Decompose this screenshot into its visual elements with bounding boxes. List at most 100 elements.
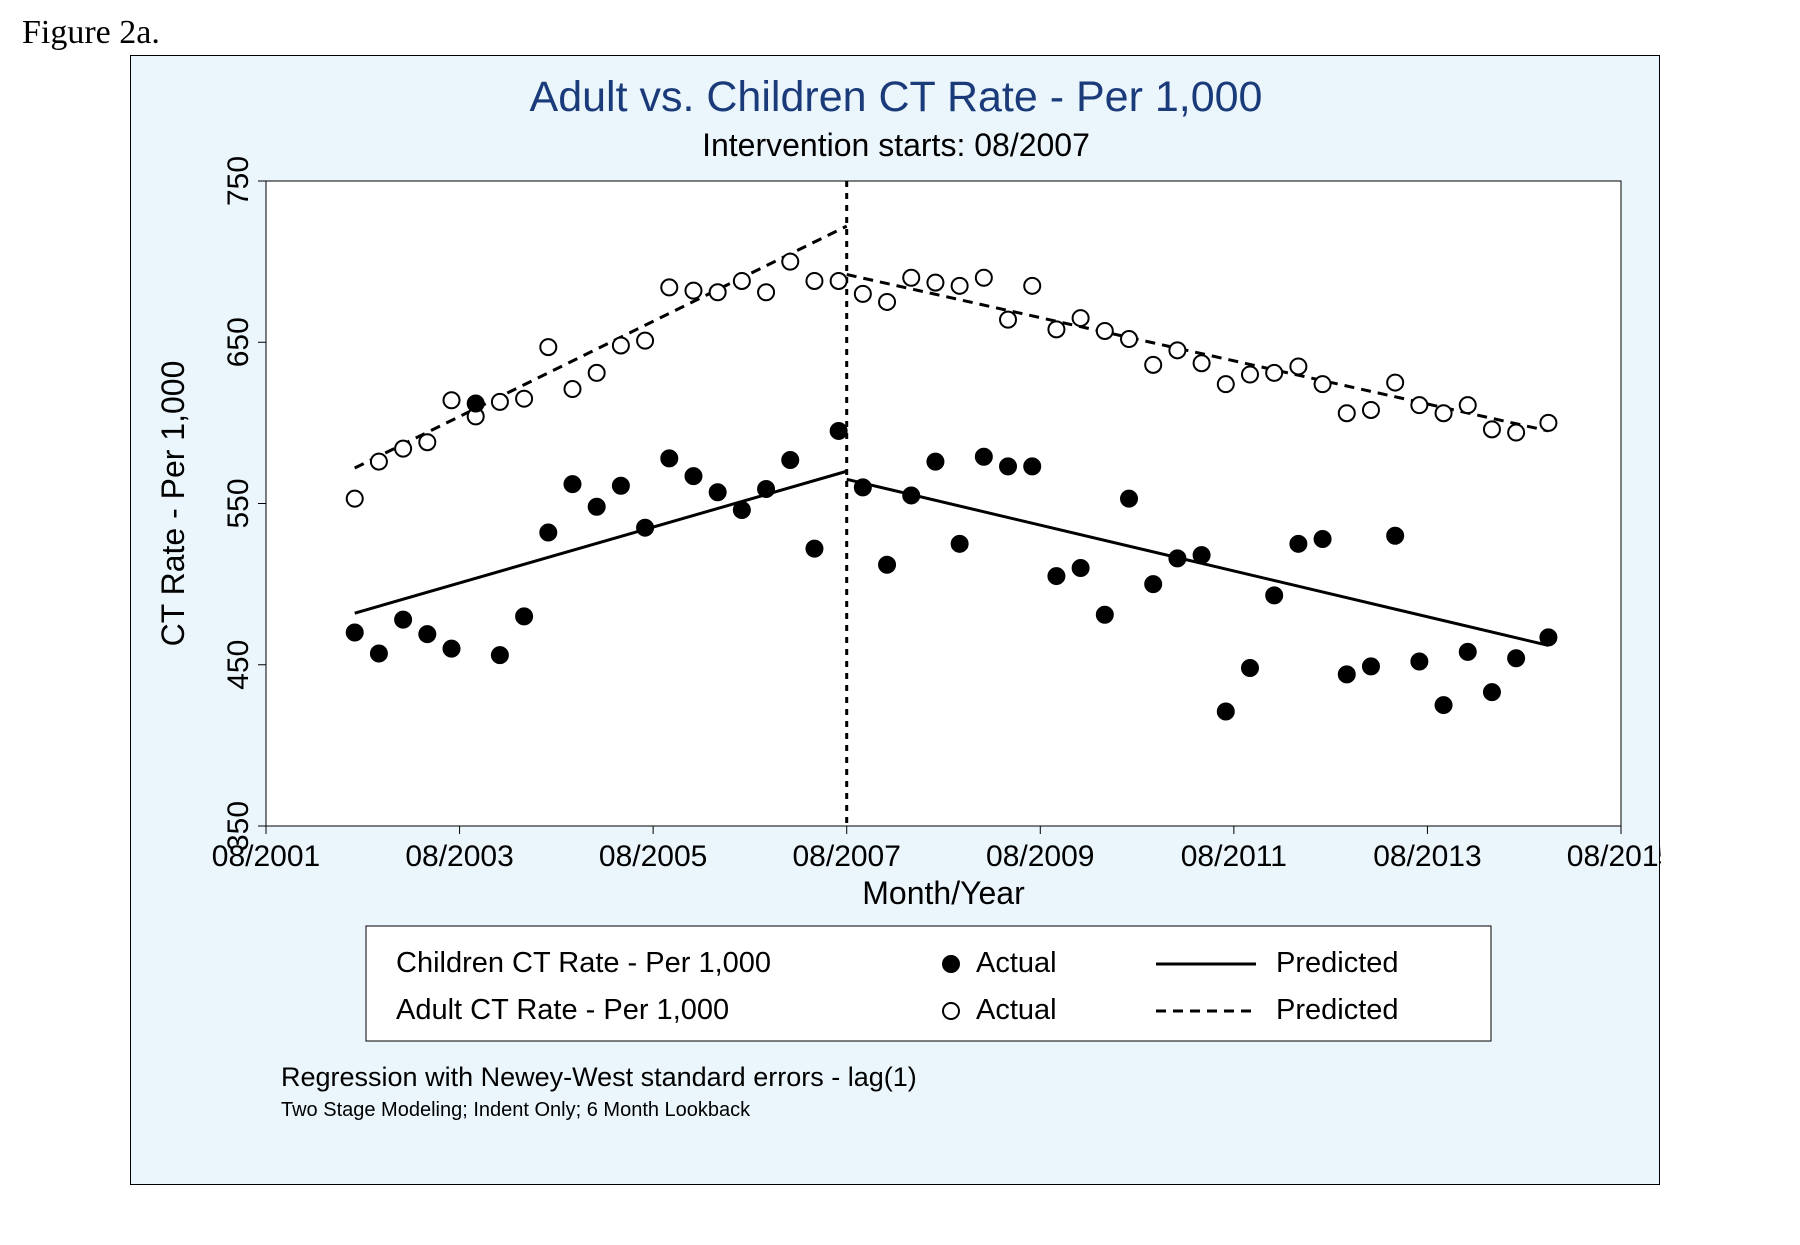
adult-point [758, 284, 774, 300]
adult-point [952, 278, 968, 294]
children-point [806, 541, 822, 557]
adult-point [879, 294, 895, 310]
children-point [637, 520, 653, 536]
children-point [1387, 528, 1403, 544]
y-axis-label: CT Rate - Per 1,000 [155, 361, 191, 647]
adult-point [1121, 331, 1137, 347]
x-tick-label: 08/2015 [1567, 840, 1661, 873]
adult-point [564, 381, 580, 397]
legend-adult-label: Adult CT Rate - Per 1,000 [396, 994, 729, 1026]
children-point [1024, 458, 1040, 474]
children-point [710, 484, 726, 500]
adult-point [1411, 397, 1427, 413]
children-point [347, 625, 363, 641]
children-point [492, 647, 508, 663]
adult-point [1073, 310, 1089, 326]
x-tick-label: 08/2005 [599, 840, 707, 873]
adult-point [1242, 367, 1258, 383]
legend-predicted-label: Predicted [1276, 947, 1399, 979]
adult-point [492, 394, 508, 410]
adult-point [1460, 397, 1476, 413]
adult-point [589, 365, 605, 381]
adult-point [710, 284, 726, 300]
adult-point [1000, 312, 1016, 328]
legend-actual-label-2: Actual [976, 994, 1057, 1026]
children-point [927, 454, 943, 470]
children-point [1363, 658, 1379, 674]
children-point [516, 608, 532, 624]
children-point [1097, 607, 1113, 623]
children-point [1194, 547, 1210, 563]
x-axis-label: Month/Year [862, 875, 1025, 911]
children-point [976, 449, 992, 465]
adult-point [903, 270, 919, 286]
adult-point [1048, 321, 1064, 337]
children-point [1339, 666, 1355, 682]
children-point [1315, 531, 1331, 547]
children-point [1436, 697, 1452, 713]
adult-point [734, 273, 750, 289]
adult-point [1266, 365, 1282, 381]
x-tick-label: 08/2001 [212, 840, 320, 873]
adult-point [1508, 425, 1524, 441]
adult-point [1218, 376, 1234, 392]
adult-point [395, 441, 411, 457]
adult-point [1145, 357, 1161, 373]
children-point [395, 612, 411, 628]
children-point [419, 626, 435, 642]
adult-point [371, 454, 387, 470]
legend-predicted-label-2: Predicted [1276, 994, 1399, 1026]
children-point [589, 499, 605, 515]
children-point [444, 641, 460, 657]
x-tick-label: 08/2013 [1373, 840, 1481, 873]
adult-point [613, 337, 629, 353]
children-point [1145, 576, 1161, 592]
x-tick-label: 08/2007 [792, 840, 900, 873]
children-point [685, 468, 701, 484]
children-point [1411, 654, 1427, 670]
adult-point [1169, 342, 1185, 358]
children-point [1508, 650, 1524, 666]
adult-point [1290, 358, 1306, 374]
children-point [1169, 550, 1185, 566]
children-point [1048, 568, 1064, 584]
chart-subtitle: Intervention starts: 08/2007 [702, 127, 1090, 163]
adult-point [444, 392, 460, 408]
adult-point [1024, 278, 1040, 294]
children-point [1460, 644, 1476, 660]
adult-point [927, 275, 943, 291]
legend-children-actual-icon [943, 956, 959, 972]
children-point [613, 478, 629, 494]
x-tick-label: 08/2011 [1181, 840, 1287, 873]
adult-point [855, 286, 871, 302]
adult-point [661, 279, 677, 295]
y-tick-label: 650 [222, 317, 255, 367]
children-point [1073, 560, 1089, 576]
children-point [879, 557, 895, 573]
chart-title: Adult vs. Children CT Rate - Per 1,000 [530, 73, 1263, 121]
x-tick-label: 08/2009 [986, 840, 1094, 873]
adult-point [540, 339, 556, 355]
children-point [903, 487, 919, 503]
children-point [855, 479, 871, 495]
children-point [1218, 704, 1234, 720]
legend-adult-actual-icon [943, 1003, 959, 1019]
adult-point [419, 434, 435, 450]
adult-point [831, 273, 847, 289]
footnote-1: Regression with Newey-West standard erro… [281, 1062, 917, 1092]
adult-point [685, 283, 701, 299]
children-point [734, 502, 750, 518]
children-point [540, 525, 556, 541]
legend-actual-label: Actual [976, 947, 1057, 979]
adult-point [782, 254, 798, 270]
adult-point [806, 273, 822, 289]
adult-point [1387, 375, 1403, 391]
x-tick-label: 08/2003 [405, 840, 513, 873]
adult-point [1484, 421, 1500, 437]
adult-point [516, 391, 532, 407]
children-point [1290, 536, 1306, 552]
adult-point [1436, 405, 1452, 421]
children-point [564, 476, 580, 492]
children-point [831, 423, 847, 439]
y-tick-label: 750 [222, 156, 255, 206]
